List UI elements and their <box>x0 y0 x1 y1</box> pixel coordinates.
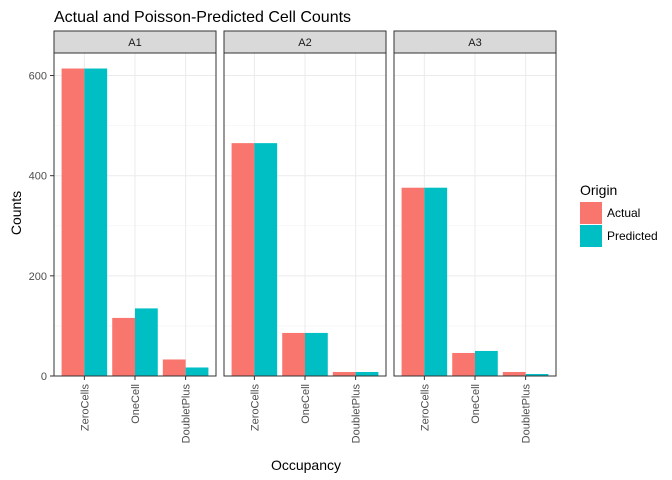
facet-panel-a1: A1 ZeroCells OneCell DoubletPlus <box>53 30 217 444</box>
facet-strip-label: A3 <box>468 37 481 49</box>
bar-a1-predicted-doubletplus <box>185 367 209 376</box>
bar-a2-actual-zerocells <box>231 143 255 376</box>
y-tick-label: 600 <box>29 71 47 83</box>
x-tick-label: ZeroCells <box>249 384 261 432</box>
facet-strip <box>223 30 387 54</box>
x-tick-label: ZeroCells <box>419 384 431 432</box>
facet-strip <box>393 30 557 54</box>
x-tick-label: OneCell <box>300 384 312 424</box>
bar-a2-predicted-onecell <box>305 332 328 376</box>
legend-label-predicted: Predicted <box>607 229 658 243</box>
bar-a3-actual-doubletplus <box>502 371 526 376</box>
x-axis-title: Occupancy <box>271 457 341 473</box>
bar-a1-predicted-zerocells <box>84 68 108 376</box>
y-tick-label: 400 <box>29 171 47 183</box>
bar-a1-actual-zerocells <box>61 68 85 376</box>
chart-title: Actual and Poisson-Predicted Cell Counts <box>54 9 351 26</box>
bar-a1-predicted-onecell <box>135 308 158 376</box>
bar-a2-predicted-doubletplus <box>355 371 379 376</box>
bar-a3-predicted-zerocells <box>424 187 448 376</box>
x-tick-label: DoubletPlus <box>351 384 363 444</box>
legend-key-predicted <box>580 225 602 247</box>
bar-a3-predicted-doubletplus <box>525 373 549 376</box>
bar-a3-actual-zerocells <box>401 187 425 376</box>
bar-a3-predicted-onecell <box>475 350 498 376</box>
x-tick-label: OneCell <box>130 384 142 424</box>
facet-strip <box>53 30 217 54</box>
legend: Origin Actual Predicted <box>580 182 658 247</box>
bar-a2-actual-onecell <box>282 332 305 376</box>
facet-panel-a3: A3 ZeroCells OneCell DoubletPlus <box>393 30 557 444</box>
x-tick-label: OneCell <box>470 384 482 424</box>
facet-strip-label: A2 <box>298 37 311 49</box>
x-tick-label: ZeroCells <box>79 384 91 432</box>
y-tick-label: 0 <box>41 371 47 383</box>
bar-a1-actual-onecell <box>112 317 135 376</box>
y-axis-title: Counts <box>8 191 24 235</box>
bar-a1-actual-doubletplus <box>162 359 186 376</box>
bar-a2-actual-doubletplus <box>332 371 356 376</box>
facet-panels: A1 ZeroCells OneCell DoubletPlus A2 ZeroCells… <box>53 30 557 444</box>
legend-key-actual <box>580 202 602 224</box>
legend-title: Origin <box>580 182 617 198</box>
bar-a3-actual-onecell <box>452 352 475 376</box>
bar-a2-predicted-zerocells <box>254 143 278 376</box>
x-tick-label: DoubletPlus <box>521 384 533 444</box>
x-tick-label: DoubletPlus <box>181 384 193 444</box>
facet-strip-label: A1 <box>128 37 141 49</box>
y-tick-label: 200 <box>29 271 47 283</box>
y-axis: 0 200 400 600 <box>29 71 54 383</box>
legend-label-actual: Actual <box>607 206 640 220</box>
facet-panel-a2: A2 ZeroCells OneCell DoubletPlus <box>223 30 387 444</box>
